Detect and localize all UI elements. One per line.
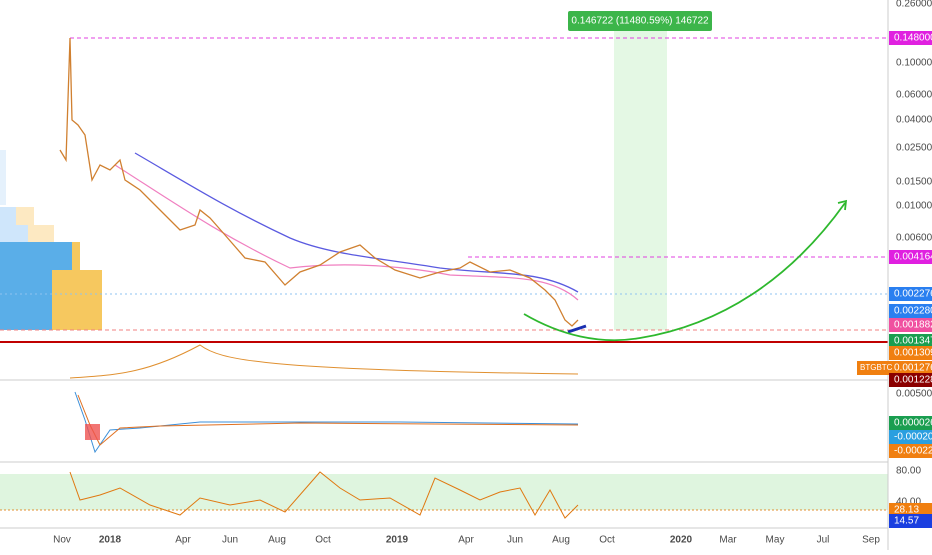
time-label: Apr [458,535,474,546]
time-label: May [766,535,785,546]
time-label: Aug [552,535,570,546]
time-label: Nov [53,535,71,546]
price-tag [889,373,932,387]
time-label: Sep [862,535,880,546]
time-label: Apr [175,535,191,546]
price-tag-label: 0.001228 [894,375,932,386]
projection-arrow [837,199,848,211]
price-tag [889,304,932,318]
time-label: Oct [599,535,615,546]
price-tag [889,346,932,360]
time-label: Jul [817,535,830,546]
symbol-tag [857,361,889,375]
price-tag [889,318,932,332]
price-tag-label: 0.002280 [894,306,932,317]
time-label: Aug [268,535,286,546]
axis-label: 80.00 [896,466,921,477]
histogram [85,424,100,440]
price-tag [889,503,932,517]
price-tag [889,334,932,348]
price-tag-label: 0.001882 [894,320,932,331]
volume-ma [69,344,579,379]
rsi-line [69,471,579,519]
projection-curve [523,202,846,342]
price-tag-label: 14.57 [894,516,919,527]
ma-line [134,152,579,293]
price-tag-label: 0.004164 [894,252,932,263]
measure-zone [614,30,667,330]
price-tag-label: 0.148000 [894,33,932,44]
price-tag-label: -0.000229 [894,446,932,457]
price-tag-label: 0.001276 [894,363,932,374]
time-label: Jun [507,535,523,546]
price-tag-label: 0.000026 [894,418,932,429]
price-tag [889,287,932,301]
price-tag-label: -0.000203 [894,432,932,443]
time-label: Jun [222,535,238,546]
price-tag [889,444,932,458]
measure-box [568,11,712,31]
price-tag [889,416,932,430]
axis-label: 40.00 [896,497,921,508]
price-tag-label: 0.002276 [894,289,932,300]
price-line [59,37,579,327]
time-label: Mar [719,535,737,546]
time-label: 2018 [99,535,122,546]
trend-mark [567,324,587,334]
price-tag-label: 0.001309 [894,348,932,359]
price-tag [889,514,932,528]
time-label: Oct [315,535,331,546]
price-tag [889,361,932,375]
price-tag-label: 0.001347 [894,336,932,347]
ma-line [114,164,579,301]
rsi-band [0,474,888,510]
measure-label: 0.146722 (11480.59%) 146722 [571,16,709,27]
price-tag [889,250,932,264]
time-label: 2020 [670,535,693,546]
price-tag-label: 28.13 [894,505,919,516]
symbol-label: BTGBTC [860,363,893,372]
volume-profile [0,150,102,330]
time-label: 2019 [386,535,409,546]
price-tag [889,31,932,45]
price-tag [889,430,932,444]
